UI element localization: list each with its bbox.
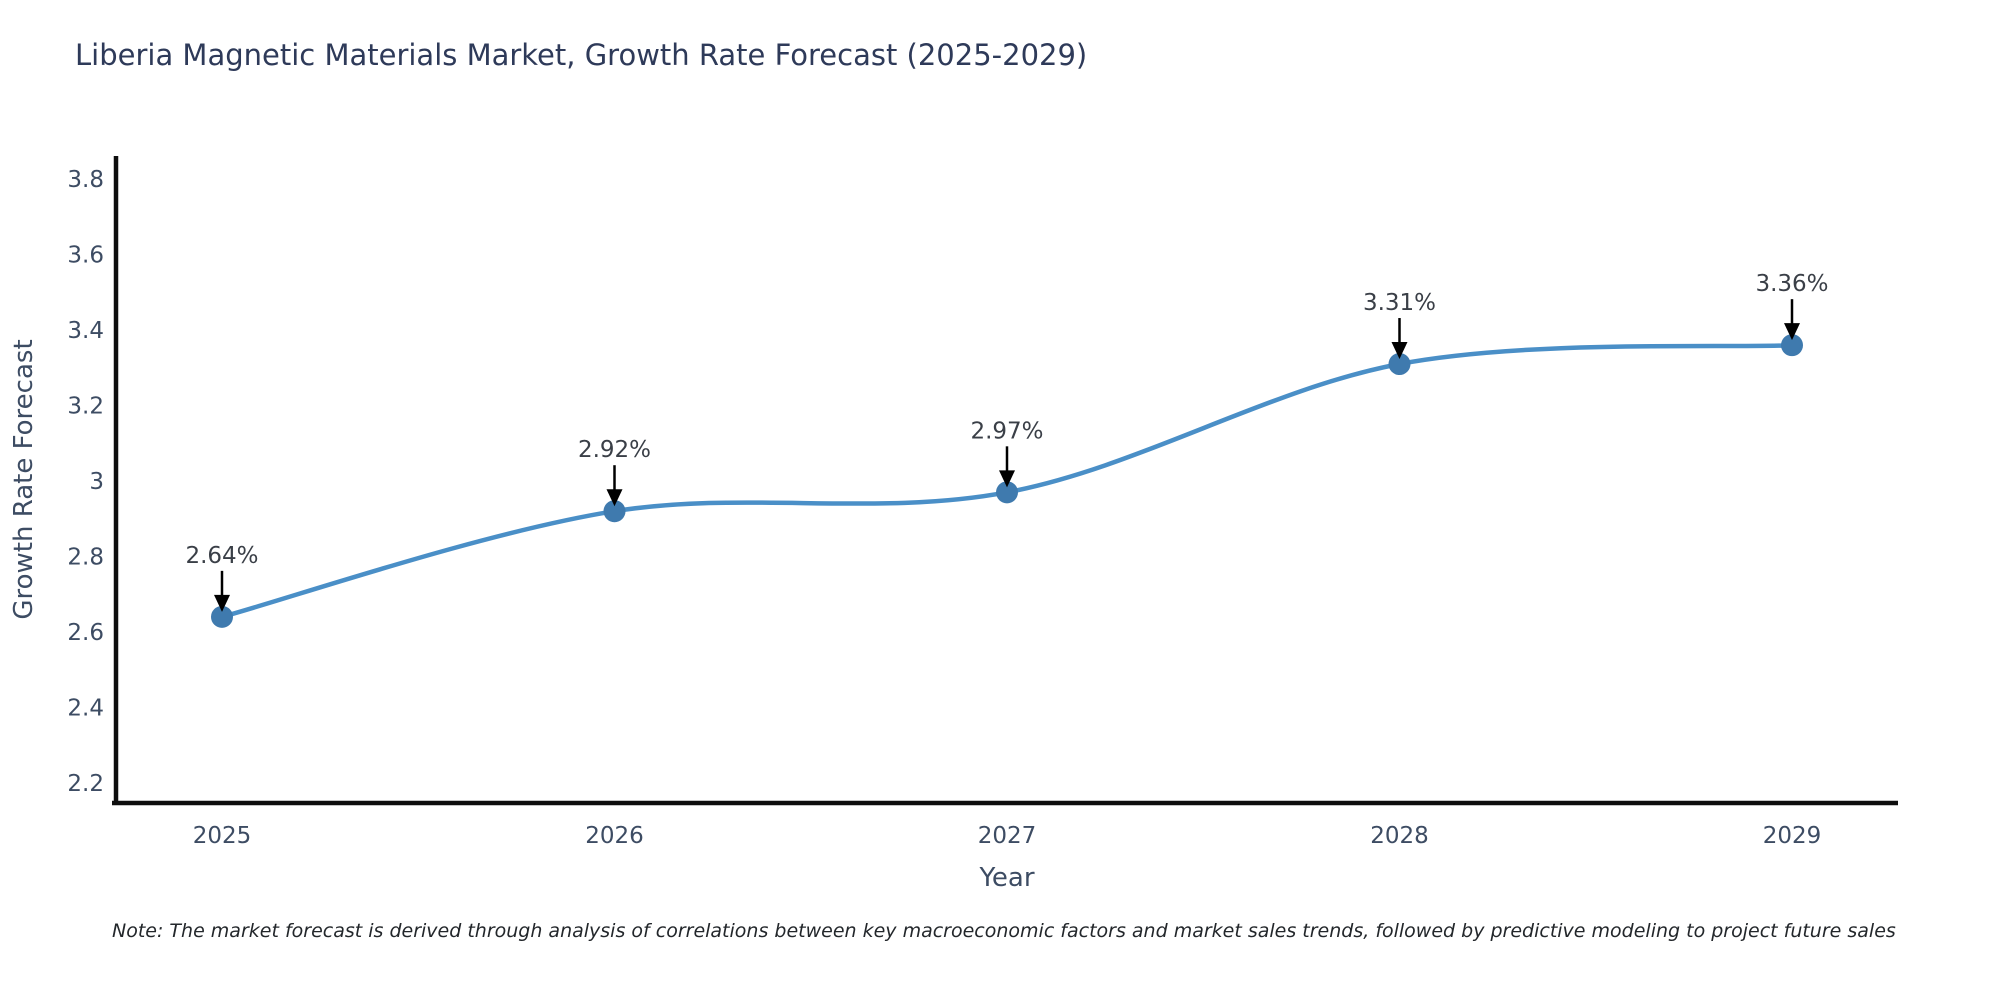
- data-point-marker: [996, 481, 1018, 504]
- y-tick-label: 2.4: [67, 695, 104, 721]
- data-point-marker: [603, 500, 626, 523]
- annotation-arrow-head: [606, 489, 623, 507]
- data-point-marker: [1781, 334, 1803, 357]
- y-tick-label: 3.4: [67, 318, 104, 344]
- y-tick-label: 3: [89, 469, 104, 495]
- data-point-label: 2.97%: [970, 418, 1043, 444]
- x-tick-label: 2028: [1370, 823, 1429, 849]
- data-point-label: 2.64%: [185, 543, 258, 569]
- data-point-marker: [1388, 353, 1411, 376]
- y-axis-title: Growth Rate Forecast: [9, 339, 39, 619]
- y-tick-label: 3.2: [67, 394, 104, 420]
- y-tick-label: 3.8: [67, 167, 104, 193]
- x-tick-label: 2025: [193, 823, 252, 849]
- y-tick-label: 3.6: [67, 243, 104, 269]
- data-point-label: 3.36%: [1755, 271, 1828, 297]
- annotation-arrow-head: [214, 594, 230, 612]
- annotation-arrow-head: [1784, 323, 1800, 341]
- y-tick-label: 2.2: [67, 771, 104, 797]
- data-point-label: 3.31%: [1363, 290, 1436, 316]
- chart-title: Liberia Magnetic Materials Market, Growt…: [75, 38, 1088, 72]
- x-axis-title: Year: [978, 863, 1034, 893]
- y-tick-label: 2.8: [67, 544, 104, 570]
- annotation-arrow-head: [1391, 342, 1408, 360]
- annotation-arrow-head: [999, 470, 1015, 488]
- y-tick-label: 2.6: [67, 620, 104, 646]
- chart-footnote: Note: The market forecast is derived thr…: [112, 920, 1896, 942]
- data-point-marker: [211, 605, 233, 628]
- x-tick-label: 2027: [978, 823, 1037, 849]
- x-tick-label: 2029: [1763, 823, 1822, 849]
- data-point-label: 2.92%: [578, 437, 651, 463]
- x-tick-label: 2026: [585, 823, 644, 849]
